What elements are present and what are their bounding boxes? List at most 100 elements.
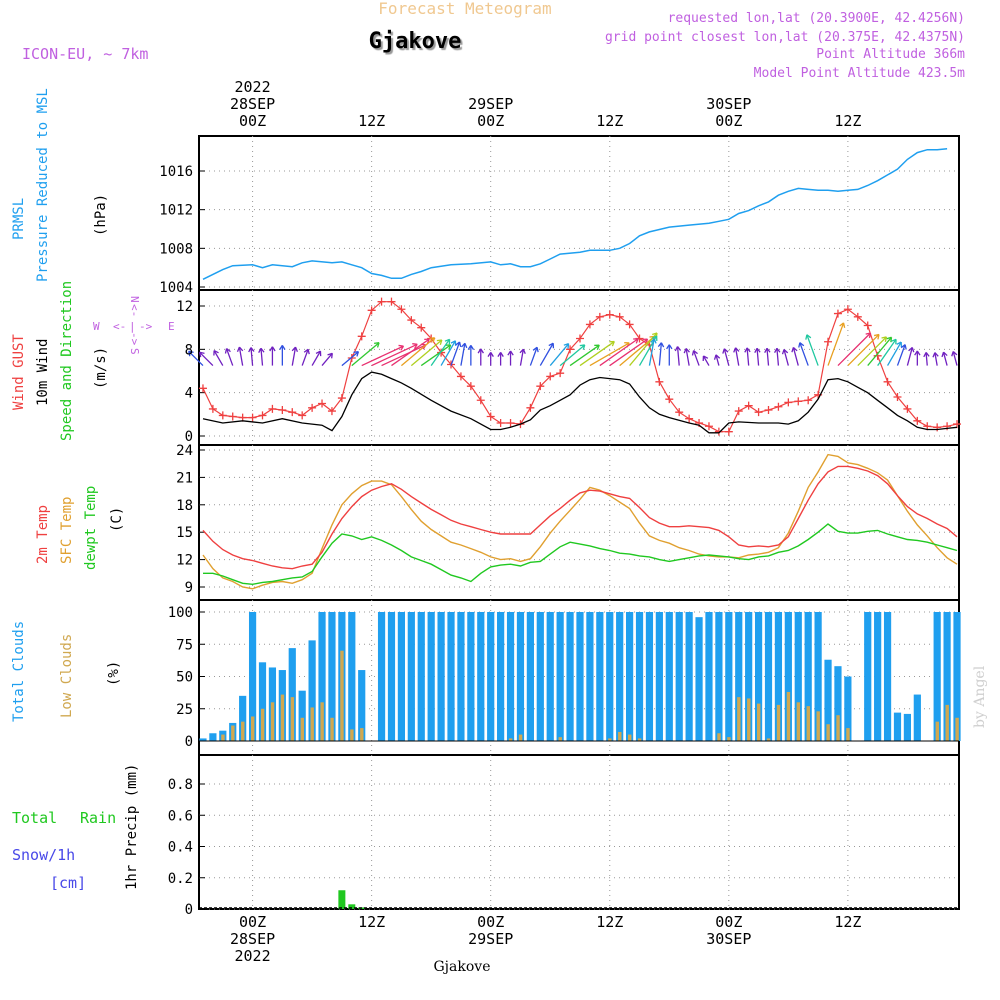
bar-total-clouds: [675, 612, 683, 741]
wind-arrow: [549, 343, 570, 367]
bar-total-clouds: [447, 612, 455, 741]
time-bottom-label: 00Z: [239, 913, 266, 931]
bar-total-clouds: [893, 712, 902, 741]
bar-total-clouds: [933, 612, 941, 741]
wind-arrow-head: [691, 350, 698, 356]
wind-arrow: [311, 350, 322, 366]
bar-rain: [348, 904, 356, 909]
gust-marker: [248, 413, 257, 422]
wind-arrow-head: [798, 342, 805, 348]
label-prmsl: PRMSL: [11, 198, 27, 240]
gust-marker: [327, 407, 336, 416]
ytick-label-pressure: 1008: [159, 241, 193, 257]
gust-marker: [437, 348, 446, 357]
gust-marker: [764, 406, 773, 414]
time-bottom-label: 00Z: [715, 913, 742, 931]
series-10m-wind: [202, 371, 958, 434]
wind-arrow-head: [436, 339, 443, 345]
gust-marker: [883, 377, 892, 386]
bar-low-clouds: [608, 738, 612, 741]
wind-arrow-head: [896, 341, 903, 348]
gust-marker: [665, 395, 674, 404]
ytick-label-temperature: 9: [185, 580, 193, 596]
wind-arrow: [792, 347, 799, 366]
gust-marker: [486, 412, 495, 421]
bar-low-clouds: [260, 708, 265, 741]
bar-total-clouds: [546, 612, 554, 741]
gust-marker: [595, 312, 604, 321]
gust-marker: [367, 306, 376, 315]
bar-total-clouds: [774, 612, 783, 741]
station-title: Gjakove: [369, 29, 462, 54]
ytick-label-wind: 8: [185, 342, 193, 358]
bar-total-clouds: [516, 612, 525, 741]
wind-arrow: [723, 348, 730, 366]
bar-total-clouds: [606, 612, 614, 741]
time-bottom-label: 30SEP: [706, 930, 751, 948]
wind-arrow: [250, 347, 254, 366]
gust-marker: [625, 320, 634, 329]
gust-marker: [833, 309, 842, 318]
gust-marker: [843, 305, 852, 314]
wind-arrow: [410, 339, 443, 367]
bar-total-clouds: [754, 612, 763, 741]
bar-total-clouds: [864, 612, 872, 741]
bar-total-clouds: [745, 612, 753, 741]
label-dewpt-temp: dewpt Temp: [83, 486, 99, 570]
label-pressure-msl: Pressure Reduced to MSL: [35, 88, 51, 282]
ytick-label-clouds: 75: [176, 637, 193, 653]
wind-arrow-head: [315, 350, 322, 357]
wind-arrow-head: [579, 344, 586, 350]
bar-total-clouds: [248, 612, 257, 741]
label-total: Total: [12, 809, 57, 827]
wind-arrow: [799, 342, 809, 366]
label-percent: (%): [106, 661, 122, 686]
wind-arrow: [847, 334, 880, 367]
gust-marker: [466, 382, 475, 391]
wind-arrow-head: [932, 352, 939, 358]
series-wind-gust: [202, 301, 958, 433]
time-top-label: 12Z: [596, 112, 623, 130]
gust-marker: [308, 403, 317, 412]
gust-marker: [655, 377, 664, 386]
wind-arrow: [260, 348, 264, 366]
bar-total-clouds: [586, 612, 594, 741]
wind-arrow: [460, 343, 466, 366]
wind-arrow-head: [657, 342, 665, 348]
bar-total-clouds: [397, 612, 406, 741]
gust-marker: [407, 316, 416, 325]
ytick-label-wind: 0: [185, 429, 193, 445]
wind-arrow-head: [594, 344, 600, 351]
wind-arrow-head: [713, 354, 721, 360]
gust-marker: [893, 393, 902, 401]
compass-rose: N <- S -> W <- | -> E: [93, 296, 175, 355]
gust-marker: [526, 403, 535, 412]
bar-total-clouds: [437, 612, 445, 741]
bar-low-clouds: [270, 702, 275, 741]
wind-arrow-head: [519, 348, 526, 355]
wind-arrow-head: [532, 346, 539, 353]
bar-low-clouds: [320, 702, 324, 741]
bar-low-clouds: [340, 650, 344, 741]
bar-low-clouds: [280, 694, 285, 741]
wind-arrow: [371, 343, 418, 367]
ytick-label-precip: 0.8: [168, 777, 193, 793]
grid-point-coords: grid point closest lon,lat (20.375E, 42.…: [605, 30, 965, 45]
bar-total-clouds: [526, 612, 534, 741]
bar-total-clouds: [566, 612, 574, 741]
bar-total-clouds: [616, 612, 624, 741]
gust-marker: [208, 404, 217, 413]
bar-total-clouds: [576, 612, 584, 741]
wind-arrow: [321, 352, 333, 367]
wind-arrow-head: [224, 348, 231, 354]
bar-low-clouds: [776, 704, 781, 741]
wind-arrow: [351, 342, 380, 367]
gust-marker: [784, 398, 793, 407]
wind-arrow: [896, 344, 906, 366]
wind-arrow-head: [923, 352, 930, 358]
wind-arrow-head: [609, 340, 615, 347]
gust-marker: [506, 419, 515, 427]
ytick-label-temperature: 12: [176, 553, 193, 569]
wind-arrow-head: [548, 342, 555, 349]
gust-marker: [268, 404, 277, 413]
